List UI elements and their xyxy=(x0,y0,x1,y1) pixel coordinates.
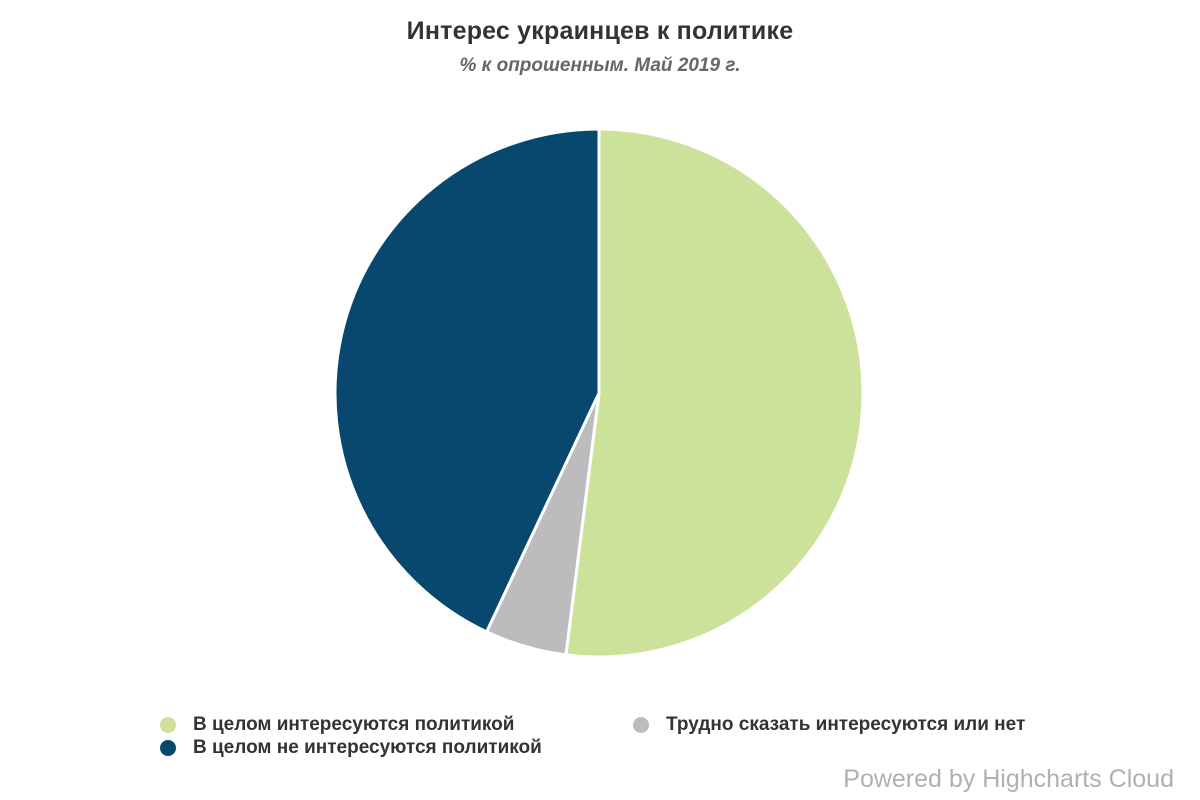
legend-label-hard-to-say: Трудно сказать интересуются или нет xyxy=(666,714,1026,735)
legend-item-interested[interactable]: В целом интересуются политикой xyxy=(160,714,633,736)
legend-label-not-interested: В целом не интересуются политикой xyxy=(193,737,542,758)
pie-slice-not-interested[interactable] xyxy=(333,127,601,634)
chart-title: Интерес украинцев к политике xyxy=(406,17,794,45)
chart-subtitle: % к опрошенным. Май 2019 г. xyxy=(459,55,741,76)
legend-label-interested: В целом интересуются политикой xyxy=(193,714,515,735)
pie-slice-interested[interactable] xyxy=(564,127,865,659)
legend: В целом интересуются политикой Трудно ск… xyxy=(160,714,1025,759)
legend-item-not-interested[interactable]: В целом не интересуются политикой xyxy=(160,737,633,759)
legend-marker-hard-to-say-icon xyxy=(633,717,649,733)
legend-marker-not-interested-icon xyxy=(160,740,176,756)
legend-marker-interested-icon xyxy=(160,717,176,733)
credits-link[interactable]: Powered by Highcharts Cloud xyxy=(843,765,1174,793)
legend-item-hard-to-say[interactable]: Трудно сказать интересуются или нет xyxy=(633,714,1025,736)
